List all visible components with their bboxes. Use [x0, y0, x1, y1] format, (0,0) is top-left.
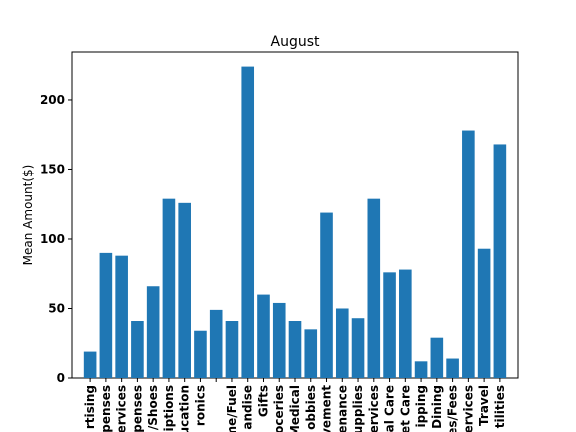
x-tick-label: ervices [115, 385, 129, 432]
bar [462, 130, 475, 378]
x-tick-label: et Care [398, 385, 412, 432]
x-tick-label: ucation [178, 385, 192, 432]
x-tick-label: oceries [272, 385, 286, 432]
bar [162, 198, 176, 378]
x-tick-label: ervices [367, 385, 381, 432]
x-tick-label: Medical [288, 385, 302, 432]
y-tick-label: 0 [57, 371, 65, 385]
bar [383, 272, 396, 378]
bar [241, 66, 255, 378]
bar [115, 255, 128, 378]
y-axis-label: Mean Amount($) [21, 165, 35, 266]
bar [320, 212, 333, 378]
bar [99, 252, 113, 378]
x-tick-label: Dining [430, 385, 444, 429]
x-tick-label: upplies [351, 385, 365, 432]
x-tick-label: es/Fees [446, 385, 460, 432]
x-tick-label: al Care [383, 385, 397, 432]
bar [430, 337, 444, 378]
x-tick-label: me/Fuel [225, 385, 239, 432]
bar [414, 361, 428, 378]
bar [399, 269, 412, 378]
y-tick-label: 200 [40, 93, 65, 107]
chart-title: August [271, 34, 321, 50]
x-tick-label: obbies [304, 385, 318, 430]
bar [194, 330, 207, 378]
bar [351, 318, 365, 378]
x-tick-label: enance [335, 385, 349, 432]
x-tick-label: tilities [493, 385, 507, 428]
bar [367, 198, 381, 378]
x-tick-label: Gifts [256, 385, 270, 417]
x-tick-label: rtising [83, 385, 97, 429]
x-tick-label: andise [241, 385, 255, 430]
x-tick-label: ronics [193, 385, 207, 426]
x-tick-label: vement [320, 385, 334, 432]
x-tick-label: ervices [461, 385, 475, 432]
bar [477, 248, 491, 378]
x-tick-label: /Shoes [146, 385, 160, 430]
x-tick-label: Travel [477, 385, 491, 426]
bar [83, 351, 97, 378]
bar [146, 286, 160, 378]
y-tick-label: 50 [48, 301, 65, 315]
bar [257, 294, 270, 378]
x-tick-label: penses [99, 385, 113, 432]
y-tick-label: 100 [40, 232, 65, 246]
bar [335, 308, 349, 378]
bar [272, 302, 286, 378]
bar [493, 144, 507, 378]
x-tick-label: iptions [162, 385, 176, 431]
bar [209, 309, 223, 378]
x-tick-label: ipping [414, 385, 428, 428]
bar [225, 321, 239, 378]
bar [131, 321, 144, 378]
bar [304, 329, 318, 378]
y-tick-label: 150 [40, 162, 65, 176]
bar [288, 321, 302, 378]
bar [178, 202, 191, 378]
x-tick-label: penses [130, 385, 144, 432]
bar [446, 358, 459, 378]
